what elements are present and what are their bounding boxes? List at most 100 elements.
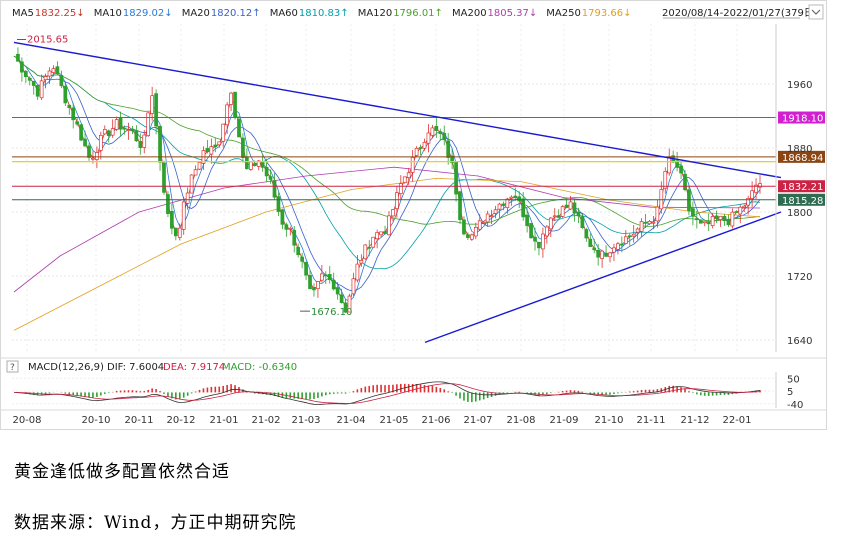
candle <box>233 91 237 120</box>
candle <box>347 293 352 313</box>
candle <box>339 288 344 304</box>
candle <box>541 227 545 258</box>
candle <box>698 219 703 224</box>
candle <box>643 214 648 229</box>
candle <box>67 104 72 115</box>
candle <box>280 208 285 230</box>
candle <box>477 214 482 231</box>
ma-legend-item: MA60 1810.83↑ <box>270 8 349 19</box>
candle <box>154 89 158 135</box>
candle <box>241 133 245 163</box>
candle <box>722 214 727 226</box>
candle <box>316 280 320 298</box>
candle <box>592 238 597 254</box>
candle <box>426 124 431 153</box>
candle <box>47 67 52 85</box>
candle <box>79 124 83 142</box>
caption-title: 黄金逢低做多配置依然合适 <box>14 462 230 482</box>
range-chevron-icon[interactable] <box>808 4 824 20</box>
candle <box>754 178 758 200</box>
x-tick-label: 21-11 <box>636 415 665 426</box>
candle <box>414 146 419 158</box>
candle <box>114 116 119 131</box>
candle <box>284 222 289 237</box>
candle <box>173 227 178 241</box>
price-level-label: 1832.21 <box>782 182 823 193</box>
macd-panel: 50 5 -40 <box>12 372 803 411</box>
candle <box>268 169 273 184</box>
ma-legend-label: MA250 <box>546 8 581 19</box>
candle <box>734 210 739 213</box>
candle <box>635 227 640 240</box>
x-tick-label: 21-09 <box>549 415 578 426</box>
candle <box>505 197 510 214</box>
candle <box>608 251 612 263</box>
date-range: 2020/08/14-2022/01/27(379日) <box>662 8 818 19</box>
candle <box>367 240 372 257</box>
candle <box>600 249 604 268</box>
candle <box>489 209 494 225</box>
candle <box>446 133 451 165</box>
ma-legend: MA5 1832.25↓ MA10 1829.02↓ MA20 1820.12↑ MA60 1… <box>12 8 632 19</box>
candle <box>616 241 620 255</box>
candle <box>118 111 123 137</box>
candle <box>687 185 691 216</box>
candle <box>438 128 443 141</box>
candle <box>146 112 151 137</box>
candle <box>470 233 474 241</box>
ma-legend-value: 1796.01↑ <box>393 8 443 19</box>
candle <box>746 195 751 215</box>
ma-legend-item: MA20 1820.12↑ <box>182 8 261 19</box>
price-level-label: 1868.94 <box>782 153 823 164</box>
candle <box>655 200 660 228</box>
trendline-lower <box>424 211 782 344</box>
x-tick-label: 21-08 <box>506 415 535 426</box>
ma-legend-value: 1793.66↓ <box>582 8 632 19</box>
candle <box>304 261 308 280</box>
candle <box>327 266 332 284</box>
candle <box>552 208 557 222</box>
candle <box>627 233 632 246</box>
candle <box>714 210 719 224</box>
x-tick-label: 21-06 <box>421 415 450 426</box>
ma-legend-value: 1829.02↓ <box>123 8 173 19</box>
candle <box>205 139 210 154</box>
price-level-label: 1918.10 <box>782 114 823 125</box>
candle <box>23 69 28 84</box>
ma-line <box>13 166 761 293</box>
macd-help-icon[interactable]: ? <box>6 360 19 373</box>
macd-dea: DEA: 7.9174 <box>163 362 225 373</box>
y-tick-label: 1800 <box>787 208 812 219</box>
candle <box>51 65 56 77</box>
candle <box>702 221 707 227</box>
candlestick-panel: 1918.10 1868.94 1832.21 1815.28 2015.65 1676… <box>12 24 825 352</box>
candle <box>580 213 585 229</box>
candle <box>726 214 731 228</box>
y-tick-label: 1960 <box>787 80 812 91</box>
caption-source: 数据来源：Wind，方正中期研究院 <box>14 513 297 533</box>
candle <box>138 133 143 155</box>
candle <box>402 176 407 184</box>
candle <box>264 158 269 183</box>
ma-legend-label: MA120 <box>358 8 393 19</box>
candle <box>122 125 127 135</box>
candle <box>181 196 186 235</box>
trendline-upper <box>13 41 782 179</box>
x-axis: 20-08 20-10 20-11 20-12 21-01 21-02 21-03 21-04… <box>12 415 751 426</box>
candle <box>276 192 281 216</box>
candle <box>126 122 131 140</box>
candle <box>533 227 537 251</box>
candle <box>292 225 297 253</box>
macd-tick-label: 50 <box>787 374 800 385</box>
candle <box>296 243 301 258</box>
candle <box>189 174 194 194</box>
price-level: 1832.21 <box>12 180 825 193</box>
candle <box>710 213 715 229</box>
y-tick-label: 1720 <box>787 272 812 283</box>
candle <box>659 181 664 214</box>
candle <box>312 283 316 297</box>
ma-legend-item: MA120 1796.01↑ <box>358 8 443 19</box>
candle <box>363 244 368 261</box>
candle <box>193 165 198 176</box>
candle <box>43 73 48 89</box>
